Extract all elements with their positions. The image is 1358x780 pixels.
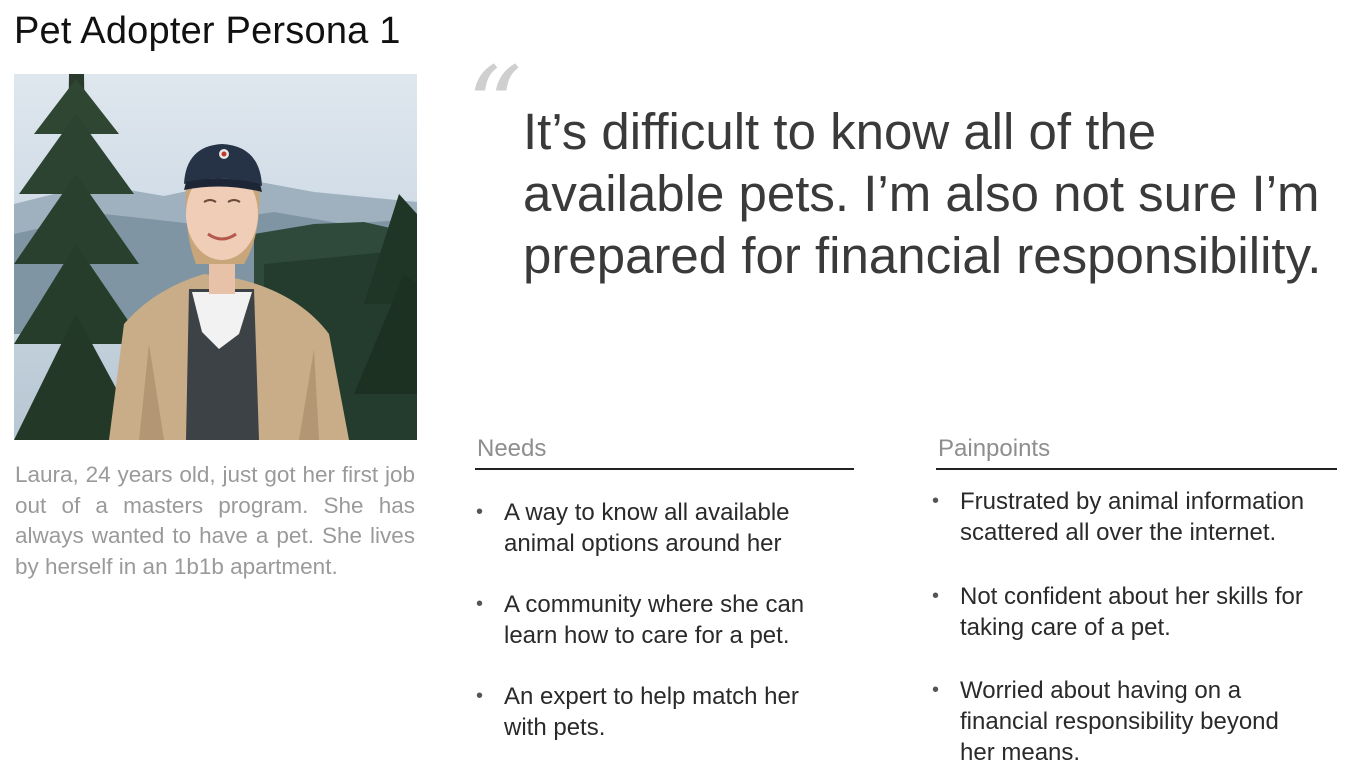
needs-item: • A community where she can learn how to… <box>476 589 856 651</box>
bullet-icon: • <box>932 585 940 607</box>
bullet-icon: • <box>932 490 940 512</box>
page-title: Pet Adopter Persona 1 <box>14 10 401 52</box>
needs-item-line: with pets. <box>504 714 606 741</box>
needs-item: • A way to know all available animal opt… <box>476 497 856 559</box>
painpoints-heading: Painpoints <box>936 435 1337 470</box>
needs-item-line: learn how to care for a pet. <box>504 622 790 649</box>
needs-section: Needs <box>475 435 854 470</box>
painpoints-item: • Frustrated by animal information scatt… <box>932 486 1342 548</box>
needs-item-line: An expert to help match her <box>504 683 799 710</box>
bullet-icon: • <box>932 679 940 701</box>
quote-line: available pets. I’m also not sure I’m <box>523 165 1320 222</box>
painpoints-section: Painpoints <box>936 435 1337 470</box>
painpoints-item-line: her means. <box>960 739 1081 766</box>
quote-mark-icon: “ <box>466 43 523 171</box>
painpoints-item-line: scattered all over the internet. <box>960 519 1277 546</box>
bullet-icon: • <box>476 501 484 523</box>
painpoints-item-line: taking care of a pet. <box>960 614 1171 641</box>
bullet-icon: • <box>476 685 484 707</box>
bullet-icon: • <box>476 593 484 615</box>
quote-line: prepared for financial responsibility. <box>523 227 1322 284</box>
persona-photo <box>14 74 417 440</box>
painpoints-item: • Worried about having on a financial re… <box>932 675 1342 768</box>
needs-heading: Needs <box>475 435 854 470</box>
painpoints-item-line: Worried about having on a <box>960 677 1242 704</box>
painpoints-item: • Not confident about her skills for tak… <box>932 581 1342 643</box>
needs-item-line: animal options around her <box>504 530 782 557</box>
needs-item-line: A way to know all available <box>504 499 790 526</box>
painpoints-item-line: financial responsibility beyond <box>960 708 1279 735</box>
painpoints-item-line: Not confident about her skills for <box>960 583 1303 610</box>
needs-item: • An expert to help match her with pets. <box>476 681 856 743</box>
persona-quote: It’s difficult to know all of the availa… <box>523 101 1358 287</box>
persona-bio: Laura, 24 years old, just got her first … <box>15 462 415 579</box>
quote-line: It’s difficult to know all of the <box>523 103 1157 160</box>
painpoints-item-line: Frustrated by animal information <box>960 488 1305 515</box>
needs-item-line: A community where she can <box>504 591 805 618</box>
